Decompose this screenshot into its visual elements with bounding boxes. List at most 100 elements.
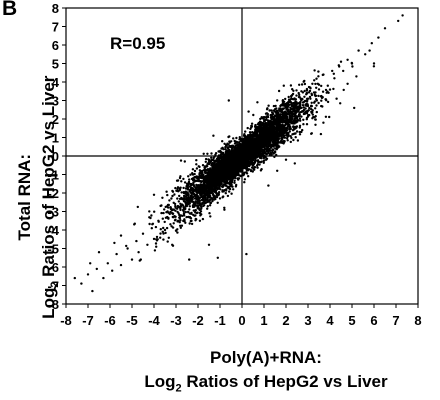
scatter-point xyxy=(230,156,233,159)
scatter-point xyxy=(245,146,248,149)
scatter-point xyxy=(149,216,152,220)
scatter-point xyxy=(223,142,226,145)
scatter-point xyxy=(171,215,174,219)
scatter-point xyxy=(253,144,257,147)
scatter-point xyxy=(253,161,257,164)
scatter-point xyxy=(254,126,257,129)
scatter-point xyxy=(204,157,208,161)
scatter-point xyxy=(250,146,253,149)
scatter-point xyxy=(169,207,173,211)
scatter-point xyxy=(283,126,286,129)
scatter-point xyxy=(245,162,248,165)
scatter-point xyxy=(242,174,245,177)
scatter-point xyxy=(295,121,298,124)
scatter-point xyxy=(209,167,212,170)
scatter-point xyxy=(195,159,198,162)
scatter-point xyxy=(193,169,197,173)
scatter-point xyxy=(226,194,230,198)
scatter-point xyxy=(198,201,201,204)
scatter-point xyxy=(267,138,270,142)
scatter-point xyxy=(230,172,234,175)
scatter-point xyxy=(269,152,272,155)
scatter-point xyxy=(198,179,201,183)
scatter-point xyxy=(194,211,197,214)
scatter-point xyxy=(214,152,218,155)
scatter-point xyxy=(208,212,211,215)
scatter-point xyxy=(278,134,282,137)
scatter-point xyxy=(257,121,260,125)
scatter-point xyxy=(208,171,212,174)
scatter-point xyxy=(175,189,178,192)
scatter-point xyxy=(264,112,268,115)
scatter-point xyxy=(238,141,241,144)
scatter-point xyxy=(263,135,266,138)
scatter-point xyxy=(298,105,302,108)
scatter-point xyxy=(194,200,197,203)
scatter-point xyxy=(244,151,247,154)
scatter-point xyxy=(209,201,213,205)
scatter-point xyxy=(192,202,196,206)
scatter-point xyxy=(310,132,313,135)
scatter-point xyxy=(250,169,253,172)
scatter-point xyxy=(186,201,189,204)
scatter-point xyxy=(236,177,239,180)
scatter-point xyxy=(192,181,195,184)
scatter-point xyxy=(288,123,291,127)
scatter-point xyxy=(288,103,291,107)
scatter-point xyxy=(238,151,241,155)
scatter-point xyxy=(247,175,250,178)
scatter-point xyxy=(228,185,231,189)
scatter-point xyxy=(212,164,215,167)
scatter-point xyxy=(281,115,285,118)
scatter-point xyxy=(255,156,258,159)
scatter-point xyxy=(187,215,190,219)
scatter-point xyxy=(272,134,275,137)
scatter-point xyxy=(228,152,231,156)
scatter-point xyxy=(250,138,253,141)
scatter-point xyxy=(282,136,285,139)
scatter-point xyxy=(176,231,179,234)
scatter-point xyxy=(314,91,317,94)
scatter-point xyxy=(166,203,170,207)
scatter-point xyxy=(163,208,166,211)
scatter-point xyxy=(303,89,306,93)
scatter-point xyxy=(269,149,272,152)
scatter-point xyxy=(242,138,245,141)
scatter-point xyxy=(197,165,200,168)
scatter-point xyxy=(235,159,238,163)
scatter-point xyxy=(246,126,249,130)
scatter-point xyxy=(269,128,273,132)
scatter-point xyxy=(246,134,250,137)
scatter-point xyxy=(209,215,212,218)
scatter-point xyxy=(189,199,192,202)
scatter-point xyxy=(208,173,211,176)
scatter-point xyxy=(253,166,256,169)
scatter-point xyxy=(222,151,225,155)
scatter-point xyxy=(276,136,279,139)
scatter-point xyxy=(308,95,312,99)
scatter-point xyxy=(224,159,227,162)
scatter-point xyxy=(277,144,280,147)
scatter-point xyxy=(195,163,198,166)
scatter-point xyxy=(192,192,196,196)
scatter-point xyxy=(301,104,305,107)
scatter-point xyxy=(219,178,223,181)
scatter-point xyxy=(166,193,169,197)
scatter-point xyxy=(311,113,314,116)
scatter-point xyxy=(162,238,165,241)
scatter-point xyxy=(271,122,274,125)
scatter-point xyxy=(282,104,286,107)
scatter-point xyxy=(260,131,263,134)
scatter-point xyxy=(213,187,216,191)
scatter-point xyxy=(254,159,257,162)
scatter-point xyxy=(189,217,193,220)
scatter-point xyxy=(324,115,328,119)
scatter-point xyxy=(277,132,280,135)
scatter-point xyxy=(204,160,207,163)
scatter-point xyxy=(236,143,239,146)
scatter-point xyxy=(281,102,284,105)
scatter-point xyxy=(223,206,226,209)
scatter-point xyxy=(248,153,251,156)
scatter-point xyxy=(268,132,271,135)
scatter-point xyxy=(172,201,175,204)
